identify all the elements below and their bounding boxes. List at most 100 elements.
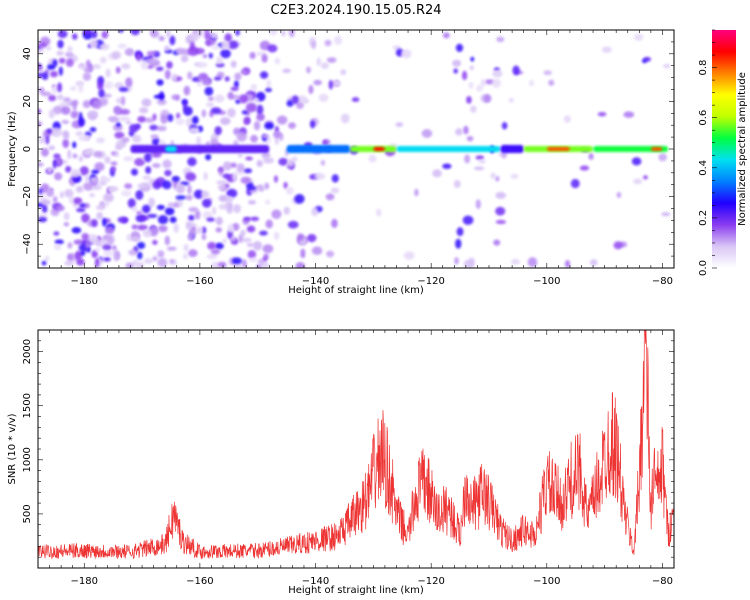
- spectrogram-noise-blob: [103, 250, 114, 257]
- spectrogram-noise-blob: [102, 244, 112, 251]
- spectrogram-noise-blob: [138, 107, 149, 114]
- spectrogram-noise-blob: [57, 39, 64, 49]
- spectrogram-noise-blob: [141, 98, 152, 107]
- spectrogram-noise-blob: [249, 186, 257, 191]
- spectrogram-noise-blob: [122, 137, 130, 143]
- spectrogram-noise-blob: [240, 229, 246, 237]
- spectrogram-noise-blob: [53, 244, 62, 250]
- colorbar-ticks: 0.0 0.2 0.4 0.6 0.8: [698, 29, 717, 276]
- spectrogram-noise-blob: [294, 194, 305, 204]
- spectrogram-noise-blob: [252, 240, 263, 251]
- spectrogram-noise-blob: [216, 56, 223, 65]
- x-tick-label: −100: [533, 276, 560, 287]
- spectrogram-noise-blob: [322, 139, 328, 146]
- spectrogram-noise-blob: [46, 128, 52, 134]
- spectrogram-noise-blob: [215, 227, 222, 233]
- spectrogram-noise-blob: [210, 33, 218, 39]
- spectrogram-noise-blob: [273, 175, 279, 183]
- spectrogram-noise-blob: [104, 226, 115, 235]
- spectrogram-noise-blob: [187, 71, 193, 80]
- spectrogram-noise-blob: [115, 66, 121, 74]
- spectrogram-noise-blob: [470, 105, 477, 114]
- spectrogram-noise-blob: [226, 108, 236, 118]
- spectrogram-noise-blob: [169, 35, 176, 46]
- spectrogram-noise-blob: [579, 165, 590, 171]
- spectrogram-noise-blob: [119, 108, 131, 115]
- colorbar-tick-label: 0.8: [698, 60, 709, 76]
- spectrogram-noise-blob: [78, 135, 89, 141]
- spectrogram-noise-blob: [250, 134, 258, 143]
- spectrogram-noise-blob: [67, 242, 73, 249]
- spectrogram-noise-blob: [70, 110, 79, 119]
- spectrogram-noise-blob: [234, 72, 242, 81]
- spectrogram-noise-blob: [48, 109, 55, 119]
- spectrogram-noise-blob: [64, 260, 75, 266]
- spectrogram-noise-blob: [414, 188, 419, 197]
- spectrogram-noise-blob: [243, 216, 252, 221]
- spectrogram-noise-blob: [288, 30, 295, 38]
- spectrogram-noise-blob: [469, 65, 474, 71]
- spectrogram-noise-blob: [82, 72, 92, 81]
- spectrogram-noise-blob: [196, 136, 202, 147]
- spectrogram-noise-blob: [230, 60, 237, 68]
- spectrogram-noise-blob: [216, 180, 227, 185]
- spectrogram-noise-blob: [493, 239, 501, 246]
- snr-y-ticks: 500 1000 1500 2000: [22, 329, 674, 558]
- spectrogram-noise-blob: [395, 122, 404, 128]
- spectrogram-noise-blob: [121, 217, 128, 224]
- spectrogram-noise-blob: [340, 69, 347, 75]
- spectrogram-noise-blob: [91, 169, 100, 175]
- spectrogram-noise-blob: [257, 259, 265, 265]
- spectrogram-noise-blob: [57, 82, 63, 93]
- spectrogram-noise-blob: [142, 229, 153, 238]
- snr-y-label: SNR (10 * v/v): [7, 413, 18, 484]
- spectrogram-noise-blob: [110, 161, 118, 166]
- spectrogram-noise-blob: [246, 225, 256, 233]
- spectrogram-noise-blob: [82, 100, 91, 109]
- spectrogram-noise-blob: [94, 162, 105, 172]
- spectrogram-noise-blob: [244, 168, 253, 174]
- spectrogram-noise-blob: [52, 159, 57, 169]
- spectrogram-noise-blob: [442, 163, 452, 169]
- spectrogram-noise-blob: [95, 247, 101, 253]
- x-tick-label: −160: [186, 576, 213, 587]
- spectrogram-noise-blob: [351, 97, 360, 103]
- spectrogram-noise-blob: [182, 253, 188, 260]
- spectrogram-noise-blob: [87, 110, 99, 117]
- spectrogram-noise-blob: [101, 217, 107, 227]
- spectrogram-noise-blob: [53, 172, 63, 181]
- spectrogram-noise-blob: [188, 214, 195, 221]
- spectrogram-noise-blob: [38, 48, 46, 54]
- spectrogram-noise-blob: [158, 91, 165, 101]
- spectrogram-noise-blob: [192, 115, 199, 125]
- spectrogram-noise-blob: [64, 51, 74, 58]
- spectrogram-noise-blob: [311, 40, 317, 50]
- spectrogram-noise-blob: [455, 128, 463, 136]
- spectrogram-noise-blob: [136, 183, 147, 189]
- spectrogram-noise-blob: [235, 98, 241, 105]
- spectrogram-noise-blob: [75, 185, 84, 193]
- spectrogram-noise-blob: [167, 113, 174, 122]
- spectrogram-noise-blob: [91, 30, 98, 39]
- spectrogram-noise-blob: [183, 243, 189, 252]
- spectrogram-noise-blob: [63, 212, 70, 221]
- spectrogram-noise-blob: [130, 236, 141, 242]
- spectrogram-noise-blob: [61, 119, 70, 125]
- spectrogram-noise-blob: [466, 135, 474, 142]
- spectrogram-noise-blob: [478, 159, 486, 164]
- spectrogram-noise-blob: [194, 210, 201, 220]
- spectrogram-noise-blob: [169, 216, 177, 223]
- spectrogram-noise-blob: [249, 51, 256, 60]
- spectrogram-noise-blob: [368, 154, 376, 163]
- spectrogram-noise-blob: [421, 129, 433, 138]
- colorbar-tick-label: 0.6: [698, 110, 709, 126]
- spectrogram-noise-blob: [38, 63, 41, 71]
- spectrogram-noise-blob: [188, 207, 199, 213]
- spectrogram-noise-blob: [123, 156, 134, 162]
- spectrogram-noise-blob: [112, 245, 117, 250]
- spectrogram-noise-blob: [127, 198, 136, 209]
- spectrogram-noise-blob: [202, 198, 212, 208]
- spectrogram-noise-blob: [613, 241, 623, 250]
- spectrogram-noise-blob: [570, 178, 580, 189]
